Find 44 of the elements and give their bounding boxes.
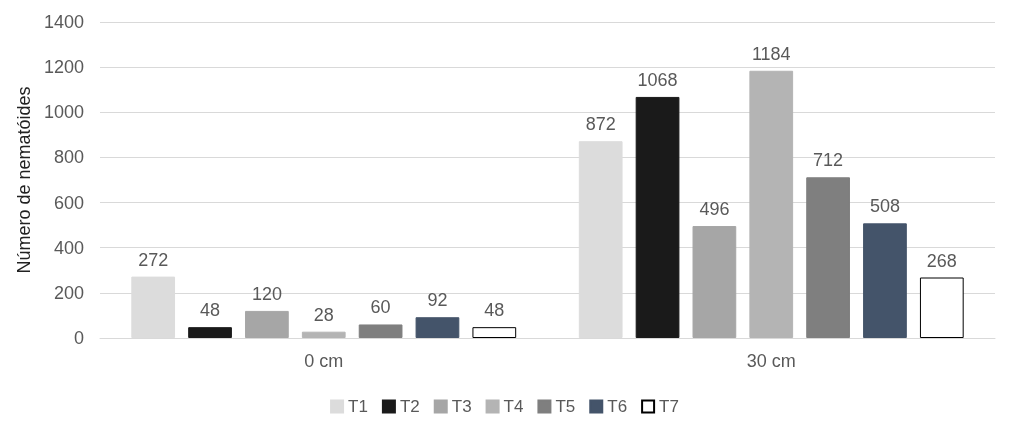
y-tick-label: 1200	[43, 57, 84, 78]
data-label: 48	[200, 300, 221, 321]
legend-label: T4	[503, 397, 524, 416]
bar	[188, 327, 232, 338]
bar	[692, 226, 737, 338]
y-tick-label: 600	[53, 192, 84, 213]
data-label: 268	[926, 250, 957, 271]
x-tick-label: 0 cm	[304, 351, 344, 371]
x-tick-label: 30 cm	[746, 351, 796, 371]
bar	[749, 70, 794, 338]
legend-label: T3	[451, 397, 472, 416]
data-label: 28	[313, 304, 334, 325]
bar	[472, 327, 517, 338]
bar	[301, 331, 346, 338]
y-axis-title: Número de nematóides	[14, 86, 35, 274]
data-label: 1184	[751, 43, 791, 64]
data-label: 872	[585, 114, 616, 135]
data-label: 272	[138, 249, 169, 270]
data-label: 48	[484, 300, 505, 321]
data-label: 1068	[637, 69, 678, 90]
legend-label: T1	[348, 397, 368, 416]
legend-label: T2	[399, 397, 420, 416]
bar	[806, 177, 850, 338]
bar	[919, 277, 964, 338]
data-label: 120	[251, 283, 282, 304]
bar	[358, 324, 403, 338]
legend-label: T6	[607, 397, 628, 416]
y-tick-label: 200	[53, 282, 84, 303]
data-label: 496	[699, 199, 730, 220]
bar	[635, 96, 680, 338]
y-tick-label: 800	[53, 147, 84, 168]
y-tick-label: 400	[53, 237, 84, 258]
bar	[245, 310, 289, 338]
data-label: 60	[370, 297, 391, 318]
y-tick-label: 0	[73, 328, 84, 348]
data-label: 712	[813, 150, 844, 171]
data-label: 508	[869, 196, 900, 217]
data-label: 92	[427, 290, 448, 311]
bar	[415, 317, 460, 338]
bar	[863, 223, 907, 338]
y-tick-label: 1400	[43, 12, 84, 32]
legend-label: T7	[659, 397, 679, 416]
y-tick-label: 1000	[43, 102, 84, 123]
legend-label: T5	[555, 397, 576, 416]
